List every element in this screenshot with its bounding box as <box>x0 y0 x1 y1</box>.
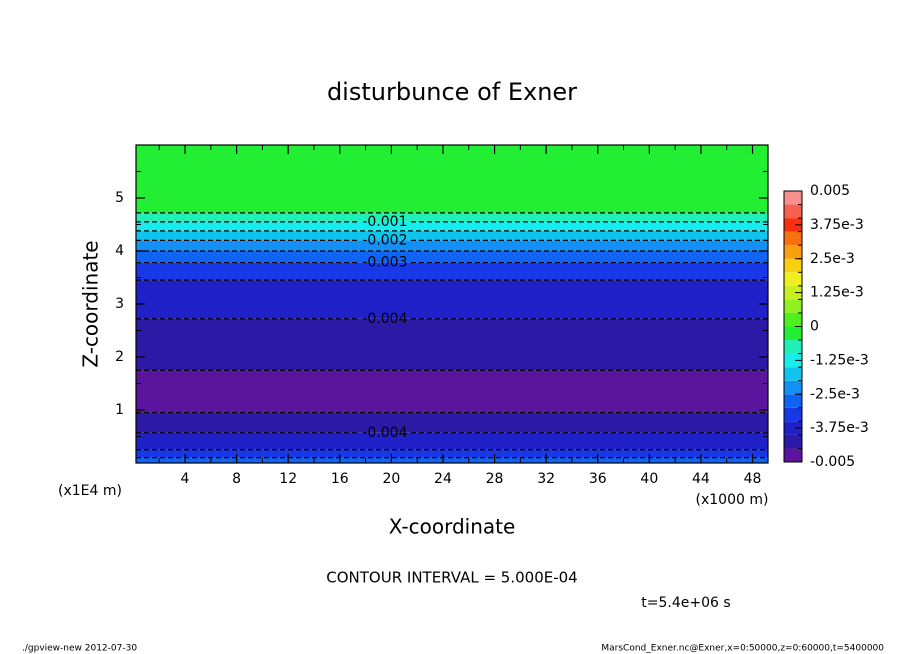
contour-label: -0.004 <box>362 311 407 327</box>
contour-label: -0.004 <box>362 425 407 441</box>
y-tick-label: 4 <box>115 243 124 259</box>
contour-label: -0.002 <box>362 232 407 248</box>
colorbar-label: -2.5e-3 <box>810 386 860 402</box>
y-axis-label: Z-coordinate <box>79 240 103 367</box>
x-tick-label: 48 <box>744 471 762 487</box>
time-label: t=5.4e+06 s <box>641 595 730 611</box>
colorbar-cell <box>784 272 802 286</box>
filled-band <box>136 457 768 463</box>
colorbar-cell <box>784 258 802 273</box>
filled-band <box>136 262 768 281</box>
filled-band <box>136 240 768 251</box>
colorbar-cell <box>784 367 802 381</box>
contour-label: -0.003 <box>362 255 407 271</box>
filled-band <box>136 370 768 413</box>
x-tick-label: 44 <box>692 471 710 487</box>
colorbar-cell <box>784 326 802 341</box>
filled-band <box>136 412 768 433</box>
colorbar-cell <box>784 285 802 300</box>
colorbar-cell <box>784 191 802 205</box>
x-unit: (x1000 m) <box>696 492 769 508</box>
colorbar-label: -0.005 <box>810 454 855 470</box>
y-tick-label: 3 <box>115 296 124 312</box>
colorbar-cell <box>784 421 802 435</box>
x-tick-label: 8 <box>232 471 241 487</box>
y-tick-label: 2 <box>115 349 124 365</box>
colorbar-cell <box>784 448 802 462</box>
colorbar-cell <box>784 245 802 259</box>
colorbar-cell <box>784 394 802 408</box>
filled-band <box>136 449 768 458</box>
contour-label: -0.001 <box>362 214 407 230</box>
x-tick-label: 20 <box>382 471 400 487</box>
chart-title: disturbunce of Exner <box>327 78 577 106</box>
colorbar-label: 0.005 <box>810 183 850 199</box>
filled-band <box>136 221 768 231</box>
x-tick-label: 32 <box>537 471 555 487</box>
filled-band <box>136 280 768 319</box>
filled-band <box>136 432 768 450</box>
filled-band <box>136 318 768 371</box>
colorbar-cell <box>784 434 802 449</box>
footer-right: MarsCond_Exner.nc@Exner,x=0:50000,z=0:60… <box>601 644 884 654</box>
colorbar-label: 2.5e-3 <box>810 251 855 267</box>
y-tick-label: 5 <box>115 190 124 206</box>
colorbar-cell <box>784 231 802 246</box>
colorbar-cell <box>784 407 802 422</box>
filled-band <box>136 145 768 213</box>
x-tick-label: 16 <box>331 471 349 487</box>
y-tick-label: 1 <box>115 402 124 418</box>
colorbar-cell <box>784 299 802 313</box>
colorbar-cell <box>784 380 802 395</box>
x-tick-label: 40 <box>640 471 658 487</box>
colorbar-cell <box>784 218 802 232</box>
colorbar-cell <box>784 340 802 354</box>
x-tick-label: 28 <box>486 471 504 487</box>
x-tick-label: 12 <box>279 471 297 487</box>
x-axis-label: X-coordinate <box>389 515 516 539</box>
colorbar-label: 0 <box>810 319 819 335</box>
colorbar-label: 1.25e-3 <box>810 285 864 301</box>
y-unit: (x1E4 m) <box>58 483 122 499</box>
filled-band <box>136 251 768 263</box>
colorbar-cell <box>784 353 802 368</box>
colorbar-label: -1.25e-3 <box>810 352 869 368</box>
colorbar-label: 3.75e-3 <box>810 217 864 233</box>
contour-interval: CONTOUR INTERVAL = 5.000E-04 <box>326 569 577 587</box>
footer-left: ./gpview-new 2012-07-30 <box>22 644 137 654</box>
colorbar-cell <box>784 312 802 327</box>
colorbar-label: -3.75e-3 <box>810 420 869 436</box>
colorbar-cell <box>784 204 802 219</box>
x-tick-label: 24 <box>434 471 452 487</box>
x-tick-label: 36 <box>589 471 607 487</box>
filled-band <box>136 212 768 222</box>
x-tick-label: 4 <box>181 471 190 487</box>
filled-band <box>136 230 768 241</box>
